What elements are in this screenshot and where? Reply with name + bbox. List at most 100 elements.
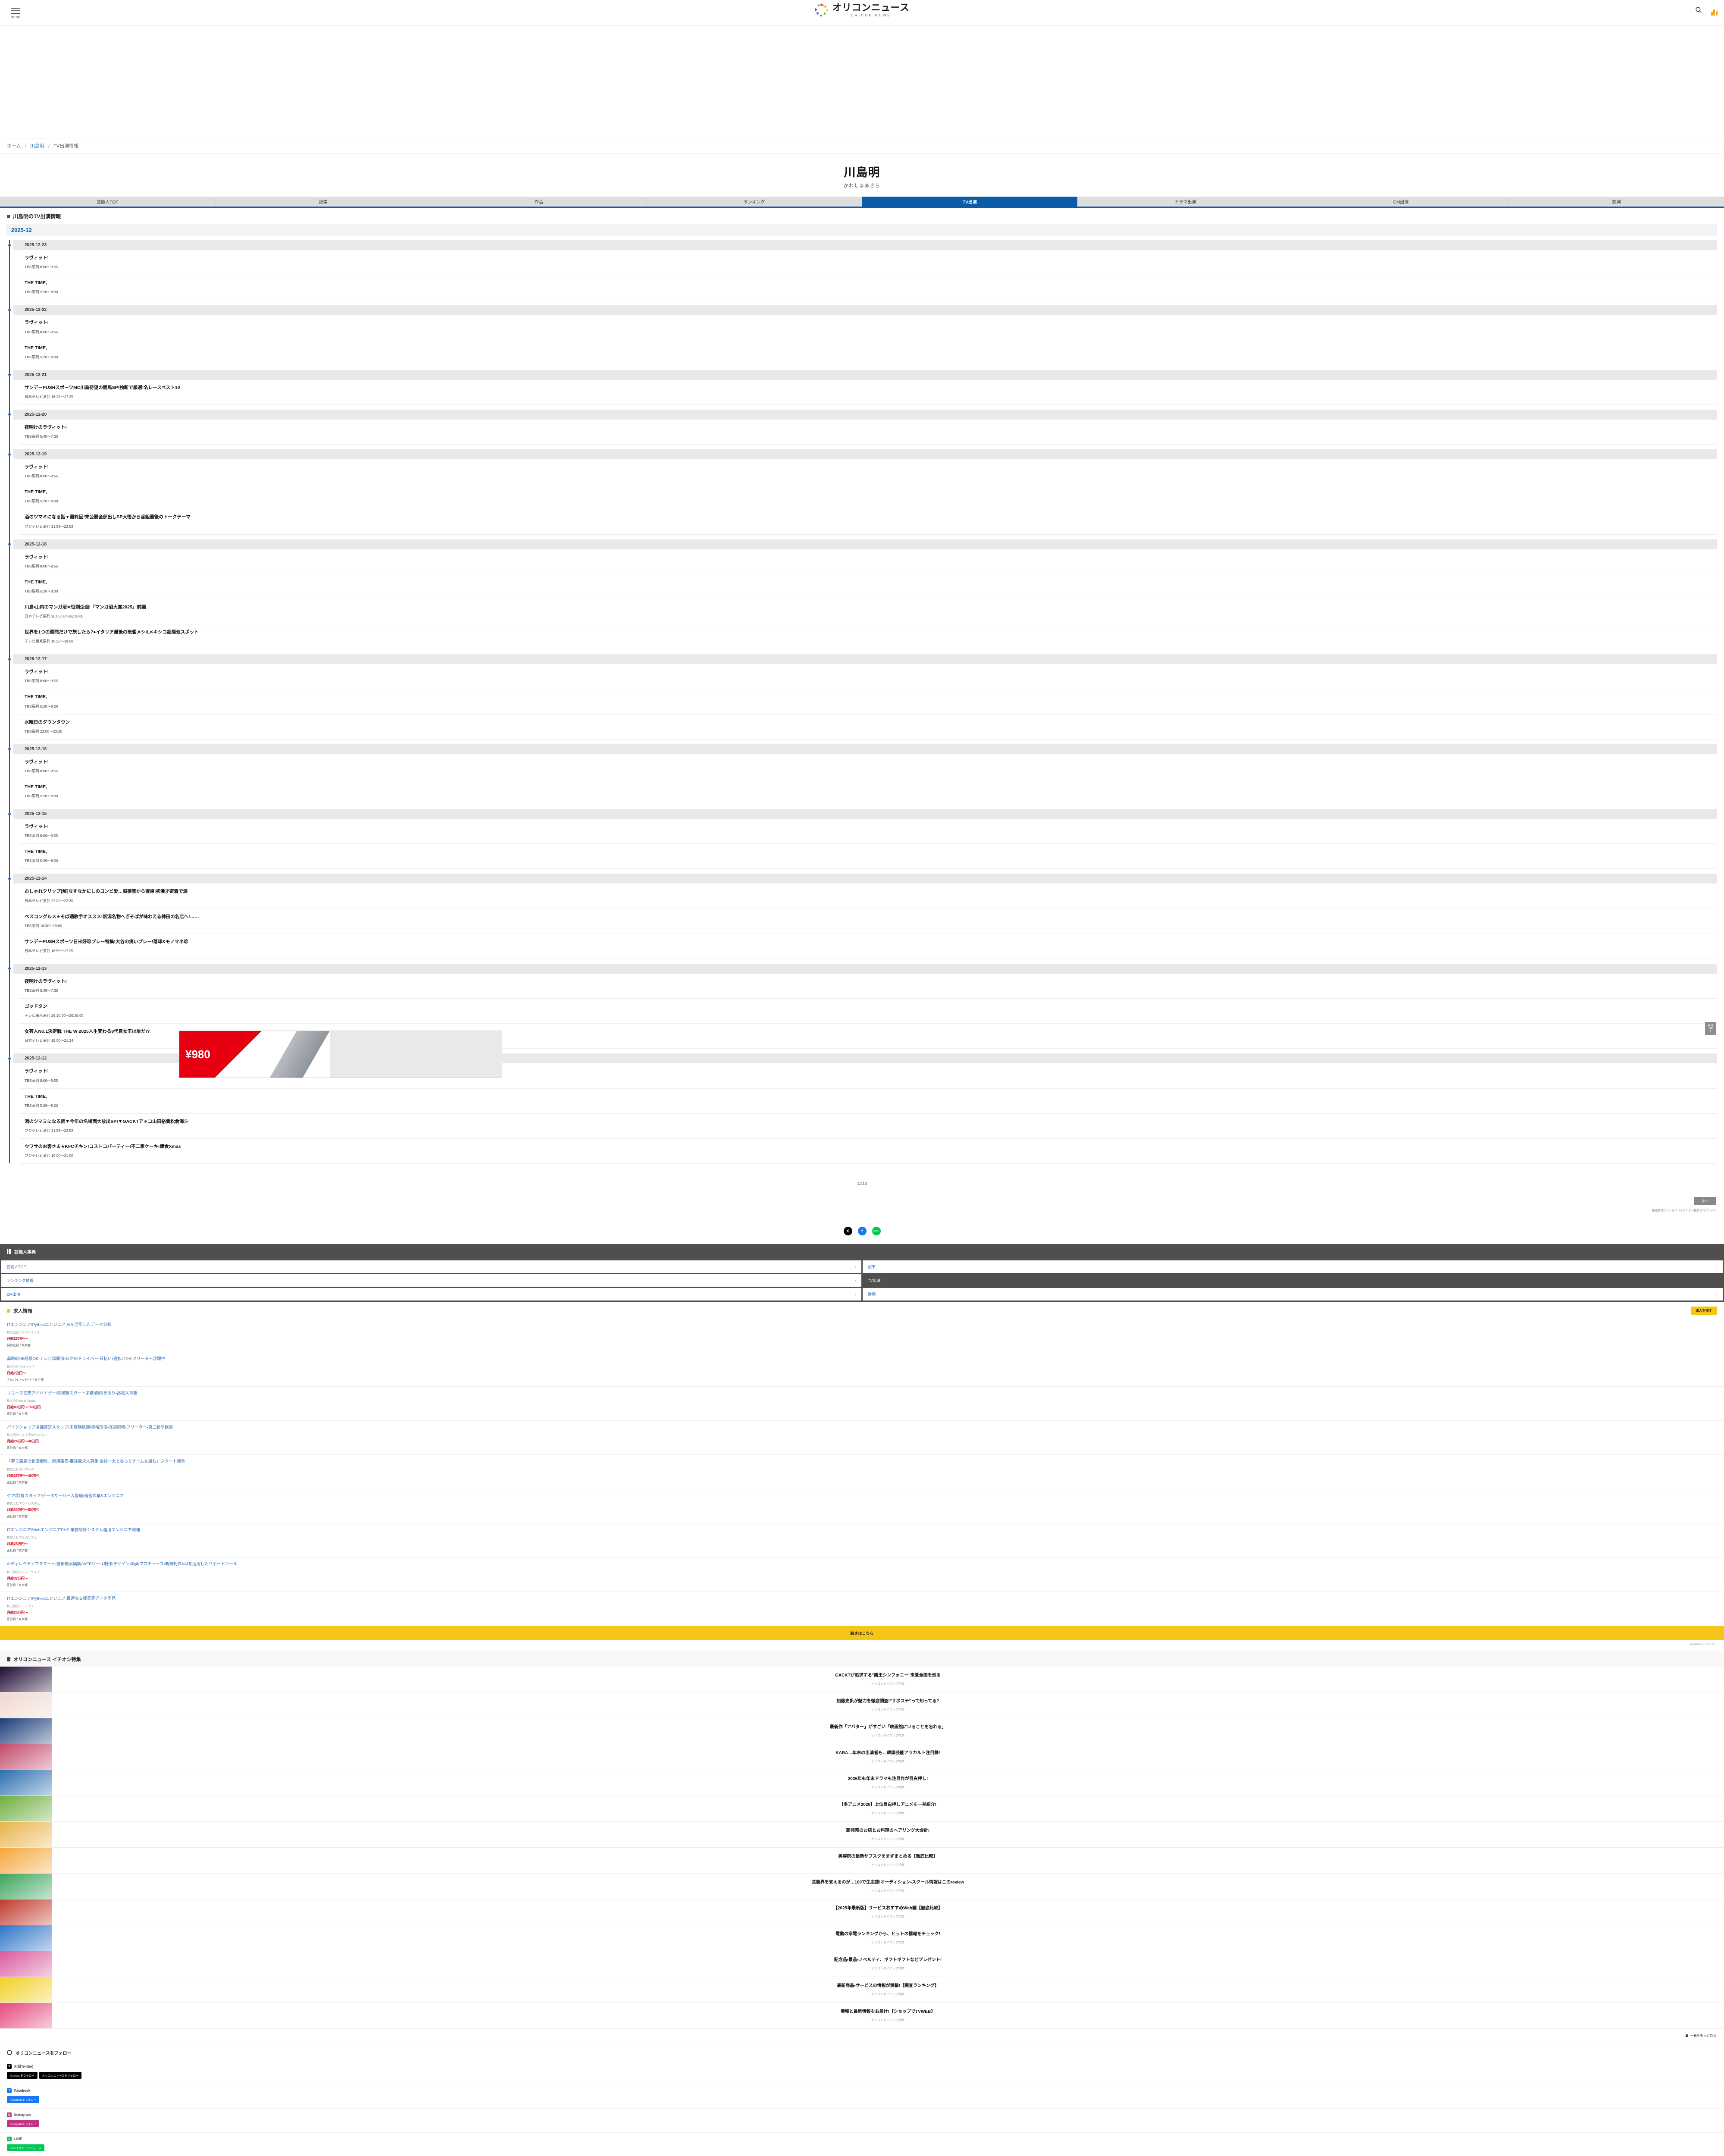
feature-row[interactable]: 電動の家電ランキングから、ヒットの情報をチェック! オリコンタイアップ特集 [0, 1925, 1724, 1951]
share-line-button[interactable]: LINE [872, 1227, 881, 1236]
tv-program-item[interactable]: 夜明けのラヴィット! TBS系列 5:45〜7:30 [19, 419, 1717, 445]
tv-program-item[interactable]: THE TIME, TBS系列 5:20〜8:00 [19, 275, 1717, 300]
sns-follow-chip[interactable]: Instagramでフォロー [7, 2120, 40, 2127]
breadcrumb-person[interactable]: 川島明 [30, 144, 44, 149]
tv-program-item[interactable]: ウワサのお客さま★KFCチキン!コストコパーティー!不二家ケーキ!爆食Xmas フ… [19, 1138, 1717, 1164]
feature-row[interactable]: 新発売のお店とお料理のヘアリング大会計! オリコンタイアップ特集 [0, 1821, 1724, 1848]
tab-8[interactable]: 歌詞 [1509, 197, 1724, 207]
tv-program-item[interactable]: おしゃれクリップ[解]なすなかにしのコンビ愛…脳梗塞から復帰!初漫才密着で涙 日本… [19, 884, 1717, 909]
sns-follow-chip[interactable]: LINEでオリコンニュース [7, 2144, 44, 2151]
tv-program-item[interactable]: サンデーPUSHスポーツMC川島待望の競馬SP!独断で厳選!名レースベスト10 日… [19, 379, 1717, 404]
share-x-button[interactable]: X [843, 1227, 852, 1236]
tv-program-list: ラヴィット! TBS系列 8:00〜9:55 THE TIME, TBS系列 5:20… [19, 250, 1717, 300]
feature-row[interactable]: 加藤史帆が魅力を徹底調査!"サボステ"って知ってる? オリコンタイアップ特集 [0, 1692, 1724, 1718]
tv-program-item[interactable]: ラヴィット! TBS系列 8:00〜9:55 [19, 315, 1717, 340]
page-top-button[interactable]: PAGE TOP ▲ [1705, 1022, 1716, 1035]
dictionary-cell[interactable]: CM出演 › [1, 1288, 861, 1301]
tab-6[interactable]: ドラマ出演 [1078, 197, 1293, 207]
feature-row[interactable]: 情報と最新情報をお届け!【ショップでTVWEB】 オリコンタイアップ特集 [0, 2002, 1724, 2029]
next-page-button[interactable]: 次へ [1694, 1197, 1716, 1206]
tv-program-item[interactable]: THE TIME, TBS系列 5:20〜8:00 [19, 574, 1717, 599]
feature-row[interactable]: 2026年も年末ドラマも注目作が目白押し! オリコンタイアップ特集 [0, 1770, 1724, 1796]
tv-day-block: 2025-12-16 ラヴィット! TBS系列 8:00〜9:55 THE TIME,… [10, 744, 1717, 804]
tv-program-item[interactable]: サンデーPUSHスポーツ日米好珍プレー特集!大谷の痛いプレー!落球&モノマネ珍日… [19, 934, 1717, 959]
tv-program-item[interactable]: THE TIME, TBS系列 5:20〜8:00 [19, 340, 1717, 365]
search-icon[interactable] [1693, 4, 1704, 16]
feature-row[interactable]: GACKTが追求する"魔王シンフォニー"来夏全国を巡る オリコンタイアップ特集 [0, 1666, 1724, 1692]
job-item[interactable]: AIディレクティブスタート/最新動画編集・WEBツール制作/デザイン・動画プロデ… [0, 1557, 1724, 1592]
job-item[interactable]: 「夢で話題の動画編集、新規事業・要注目求人募集!会社一丸となってチームを組む」ス… [0, 1455, 1724, 1489]
feature-row[interactable]: 美容院の最新サブスクをまずまとめる【徹底比較】 オリコンタイアップ特集 [0, 1847, 1724, 1874]
tv-program-item[interactable]: 夜明けのラヴィット! TBS系列 5:45〜7:30 [19, 973, 1717, 999]
tv-program-item[interactable]: 酒のツマミになる話▼最終回!未公開全部出しSP大悟から番組最後のトークテーマ フジ… [19, 509, 1717, 534]
feature-row[interactable]: KARA…年末の出演者も…韓国芸能アラカルト注目株! オリコンタイアップ特集 [0, 1744, 1724, 1770]
job-company: 株式会社ジーニアス [7, 1604, 34, 1608]
tv-program-item[interactable]: ラヴィット! TBS系列 8:00〜9:55 [19, 754, 1717, 779]
feature-row[interactable]: 【冬アニメ2026】上位目白押しアニメを一挙紹介! オリコンタイアップ特集 [0, 1796, 1724, 1822]
sns-follow-chip[interactable]: オリコンニュースをフォロー [39, 2071, 81, 2079]
tv-program-item[interactable]: THE TIME, TBS系列 5:20〜8:00 [19, 779, 1717, 804]
jobs-search-button[interactable]: 求人を探す [1690, 1307, 1717, 1315]
site-logo[interactable]: オリコンニュース ORICON NEWS [815, 3, 910, 17]
tab-2[interactable]: 記事 [216, 197, 431, 207]
tv-day-block: 2025-12-14 おしゃれクリップ[解]なすなかにしのコンビ愛…脳梗塞から復帰… [10, 874, 1717, 959]
job-item[interactable]: ITエンジニア/WebエンジニアPHP 業務設計システム運用エンジニア職種 株式会… [0, 1523, 1724, 1558]
tv-program-item[interactable]: ゴッドタン テレビ東京系列 26:10:00〜26:35:00 [19, 999, 1717, 1024]
tv-program-item[interactable]: 水曜日のダウンタウン TBS系列 22:00〜23:30 [19, 714, 1717, 739]
tv-program-item[interactable]: THE TIME, TBS系列 5:20〜8:00 [19, 484, 1717, 510]
tv-program-item[interactable]: ラヴィット! TBS系列 8:00〜9:55 [19, 250, 1717, 276]
breadcrumb-home[interactable]: ホーム [7, 144, 21, 149]
sns-follow-chip[interactable]: Facebookでフォロー [7, 2096, 40, 2103]
tab-3[interactable]: 作品 [431, 197, 647, 207]
dictionary-cell[interactable]: ランキング情報 › [1, 1274, 861, 1287]
dictionary-cell[interactable]: 芸能人TOP › [1, 1260, 861, 1273]
tab-4[interactable]: ランキング [647, 197, 862, 207]
feature-row[interactable]: 芸能界を支えるのが…100で生応援!オーディション・スクール情報はこのrevie… [0, 1873, 1724, 1899]
tab-7[interactable]: CM出演 [1293, 197, 1509, 207]
features-more-link[interactable]: 一覧をもっと見る [0, 2028, 1724, 2044]
breadcrumb-separator: / [48, 144, 50, 149]
tv-program-item[interactable]: ラヴィット! TBS系列 8:00〜9:55 [19, 819, 1717, 844]
share-facebook-button[interactable]: f [857, 1227, 867, 1236]
job-item[interactable]: ITエンジニア/Pythonエンジニア AIを活用したデータ分析 株式会社ヘルスペ… [0, 1318, 1724, 1353]
tv-program-item[interactable]: ベスコングルメ★そば通歌手オススメ!新潟名物へぎそばが味わえる神田の名店へ!……… [19, 909, 1717, 934]
job-pay: 月給28万円〜 [7, 1542, 28, 1546]
feature-row[interactable]: 最新商品・サービスの情報が満載!【調査ランキング】 オリコンタイアップ特集 [0, 1977, 1724, 2003]
feature-row[interactable]: 最新作「アバター」がすごい「映画館にいることを忘れる」 オリコンタイアップ特集 [0, 1718, 1724, 1744]
tab-1[interactable]: 芸能人TOP [0, 197, 216, 207]
ranking-icon[interactable] [1708, 4, 1720, 16]
tv-program-title: ラヴィット! [25, 320, 49, 326]
dictionary-cell[interactable]: 歌詞 › [863, 1288, 1723, 1301]
chevron-right-icon: › [855, 1264, 856, 1269]
job-tags: 正社員 / 東京都 [7, 1583, 28, 1587]
tv-program-item[interactable]: THE TIME, TBS系列 5:20〜8:00 [19, 689, 1717, 714]
tv-program-item[interactable]: ラヴィット! TBS系列 8:00〜9:55 [19, 664, 1717, 689]
tv-program-item[interactable]: THE TIME, TBS系列 5:20〜8:00 [19, 1088, 1717, 1114]
tv-program-title: 夜明けのラヴィット! [25, 978, 67, 984]
tv-program-item[interactable]: 川島・山内のマンガ沼★恒例企画!「マンガ沼大賞2025」前編 日本テレビ系列 26… [19, 599, 1717, 625]
feature-body: 新発売のお店とお料理のヘアリング大会計! オリコンタイアップ特集 [52, 1822, 1724, 1847]
jobs-more-button[interactable]: 続きはこちら [0, 1626, 1724, 1640]
tv-program-item[interactable]: 世界を1つの質問だけで旅したら?●イタリア最後の晩餐メシ&メキシコ超陽気スポット… [19, 624, 1717, 649]
tv-program-meta: TBS系列 8:00〜9:55 [25, 1078, 58, 1083]
menu-button[interactable]: MENU [6, 3, 25, 22]
job-item[interactable]: バイクショップ店舗運営スタッフ/未経験歓迎/資格取得・充実研修/フリーター・第二… [0, 1421, 1724, 1455]
job-item[interactable]: 高時給!未経験OK!テレビ局関係・ロケのドライバー!日払い・週払いOK!フリータ… [0, 1352, 1724, 1387]
job-company: 株式会社アンドシステム [7, 1502, 40, 1505]
dictionary-cell[interactable]: 記事 › [863, 1260, 1723, 1273]
sns-follow-chip[interactable]: @oriconをフォロー [7, 2071, 38, 2079]
tv-program-item[interactable]: THE TIME, TBS系列 5:20〜8:00 [19, 844, 1717, 869]
job-item[interactable]: ITエンジニア/Pythonエンジニア 最適な支援業界データ開発 株式会社ジーニア… [0, 1592, 1724, 1626]
feature-row[interactable]: 【2025年最新版】サービスおすすめWeb編【徹底比較】 オリコンタイアップ特集 [0, 1899, 1724, 1925]
feature-subtitle: オリコンタイアップ特集 [871, 1915, 904, 1918]
tab-5[interactable]: TV出演 [862, 197, 1078, 207]
tv-program-title: 酒のツマミになる話▼最終回!未公開全部出しSP大悟から番組最後のトークテーマ [25, 514, 191, 520]
tv-program-item[interactable]: ラヴィット! TBS系列 8:00〜9:55 [19, 459, 1717, 485]
tv-program-item[interactable]: 酒のツマミになる話▼今年の名場面大放出SP!▼GACKTアッコ山田裕貴松倉海斗フ… [19, 1113, 1717, 1139]
job-title: 「夢で話題の動画編集、新規事業・要注目求人募集!会社一丸となってチームを組む」ス… [7, 1459, 185, 1464]
floating-ad[interactable]: ¥980 [179, 1031, 502, 1078]
job-item[interactable]: ケア/飲食スタッフ/データサーバー入管理・精密作業&エンジニア 株式会社アンドシス… [0, 1489, 1724, 1523]
feature-row[interactable]: 記念品・景品・ノベルティ、ギフトギフトなどプレゼント! オリコンタイアップ特集 [0, 1951, 1724, 1977]
tv-program-item[interactable]: ラヴィット! TBS系列 8:00〜9:55 [19, 549, 1717, 574]
job-item[interactable]: リユース営業アドバイザー/未経験スタート多数/前向きあり・高収入可能 株式会社Sc… [0, 1386, 1724, 1421]
